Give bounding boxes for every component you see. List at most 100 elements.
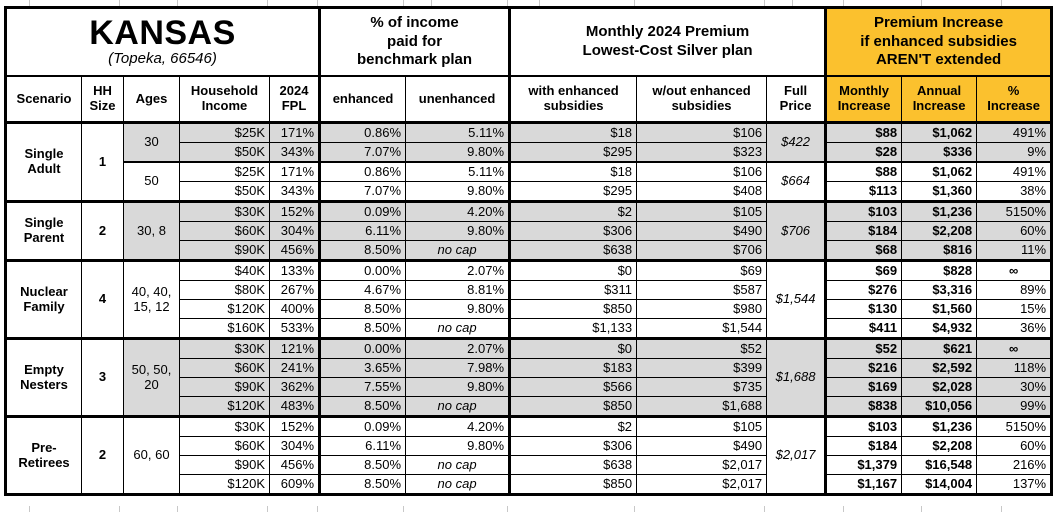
spreadsheet-gridline [317,0,318,6]
without-subsidies-cell: $490 [636,221,768,241]
enhanced-pct-cell: 7.07% [318,142,407,163]
monthly-increase-cell: $184 [824,436,903,456]
pct-increase-cell: 491% [976,122,1053,143]
annual-increase-cell: $828 [901,259,978,281]
without-subsidies-cell: $106 [636,122,768,143]
monthly-increase-cell: $88 [824,161,903,182]
with-subsidies-cell: $0 [508,259,638,281]
scenario-cell: Single Adult [5,122,82,202]
without-subsidies-cell: $735 [636,377,768,397]
col-header-full-price: Full Price [766,75,827,124]
annual-increase-cell: $10,056 [901,396,978,417]
pct-increase-cell: 36% [976,318,1053,339]
with-subsidies-cell: $638 [508,455,638,475]
spreadsheet-gridline [1001,506,1002,512]
full-price-cell: $2,017 [766,415,827,495]
scenario-cell: Pre-Retirees [5,415,82,495]
hh-size-cell: 4 [81,259,124,339]
without-subsidies-cell: $490 [636,436,768,456]
with-subsidies-cell: $18 [508,122,638,143]
enhanced-pct-cell: 3.65% [318,358,407,378]
spreadsheet-gridline [764,506,765,512]
spreadsheet-gridline [403,506,404,512]
hh-size-cell: 3 [81,337,124,417]
with-subsidies-cell: $850 [508,396,638,417]
fpl-cell: 343% [268,142,321,163]
enhanced-pct-cell: 0.09% [318,415,407,437]
with-subsidies-cell: $850 [508,474,638,495]
income-cell: $30K [179,415,270,437]
with-subsidies-cell: $566 [508,377,638,397]
with-subsidies-cell: $18 [508,161,638,182]
income-cell: $120K [179,299,270,319]
group-header-benchmark: % of income paid for benchmark plan [318,7,511,77]
col-header-pct-increase: % Increase [976,75,1053,124]
spreadsheet-gridline [764,0,765,6]
pct-increase-cell: 216% [976,455,1053,475]
income-cell: $120K [179,396,270,417]
pct-increase-cell: ∞ [976,337,1053,359]
hh-size-cell: 1 [81,122,124,202]
unenhanced-pct-cell: 2.07% [405,337,511,359]
monthly-increase-cell: $1,167 [824,474,903,495]
full-price-cell: $422 [766,122,827,163]
table-row: $90K 362% 7.55% 9.80% $566 $735 $169 $2,… [6,377,1053,397]
without-subsidies-cell: $408 [636,181,768,202]
table-row: $90K 456% 8.50% no cap $638 $706 $68 $81… [6,240,1053,261]
monthly-increase-cell: $838 [824,396,903,417]
enhanced-pct-cell: 0.00% [318,337,407,359]
without-subsidies-cell: $1,688 [636,396,768,417]
col-header-fpl: 2024 FPL [268,75,321,124]
pct-increase-cell: 15% [976,299,1053,319]
enhanced-pct-cell: 4.67% [318,280,407,300]
unenhanced-pct-cell: 4.20% [405,415,511,437]
monthly-increase-cell: $88 [824,122,903,143]
col-header-scenario: Scenario [5,75,82,124]
pct-increase-cell: 60% [976,436,1053,456]
annual-increase-cell: $1,236 [901,415,978,437]
enhanced-pct-cell: 7.07% [318,181,407,202]
spreadsheet-gridline [507,0,508,6]
col-header-monthly-increase: Monthly Increase [824,75,903,124]
pct-increase-cell: 30% [976,377,1053,397]
table-row: Nuclear Family 4 40, 40, 15, 12 $40K 133… [5,259,1053,339]
spreadsheet-gridline [177,0,178,6]
annual-increase-cell: $816 [901,240,978,261]
annual-increase-cell: $2,208 [901,436,978,456]
income-cell: $80K [179,280,270,300]
enhanced-pct-cell: 8.50% [318,299,407,319]
annual-increase-cell: $16,548 [901,455,978,475]
spreadsheet-gridline [267,0,268,6]
monthly-increase-cell: $216 [824,358,903,378]
pct-increase-cell: 89% [976,280,1053,300]
with-subsidies-cell: $306 [508,436,638,456]
fpl-cell: 400% [268,299,321,319]
annual-increase-cell: $1,062 [901,122,978,143]
monthly-increase-cell: $411 [824,318,903,339]
scenario-cell: Nuclear Family [5,259,82,339]
without-subsidies-cell: $2,017 [636,474,768,495]
hh-size-cell: 2 [81,415,124,495]
enhanced-pct-cell: 7.55% [318,377,407,397]
spreadsheet-gridline [317,506,318,512]
enhanced-pct-cell: 0.86% [318,122,407,143]
with-subsidies-cell: $638 [508,240,638,261]
annual-increase-cell: $4,932 [901,318,978,339]
annual-increase-cell: $1,062 [901,161,978,182]
spreadsheet-gridline [431,0,432,6]
without-subsidies-cell: $52 [636,337,768,359]
monthly-increase-cell: $1,379 [824,455,903,475]
col-header-annual-increase: Annual Increase [901,75,978,124]
annual-increase-cell: $1,560 [901,299,978,319]
fpl-cell: 609% [268,474,321,495]
pct-increase-cell: 38% [976,181,1053,202]
without-subsidies-cell: $399 [636,358,768,378]
full-price-cell: $1,544 [766,259,827,339]
table-row: $50K 343% 7.07% 9.80% $295 $408 $113 $1,… [6,181,1053,202]
spreadsheet-gridline [267,506,268,512]
scenario-cell: Single Parent [5,200,82,261]
fpl-cell: 171% [268,122,321,143]
state-title: KANSAS [89,13,236,52]
income-cell: $50K [179,181,270,202]
group-header-premium: Monthly 2024 Premium Lowest-Cost Silver … [508,7,827,77]
